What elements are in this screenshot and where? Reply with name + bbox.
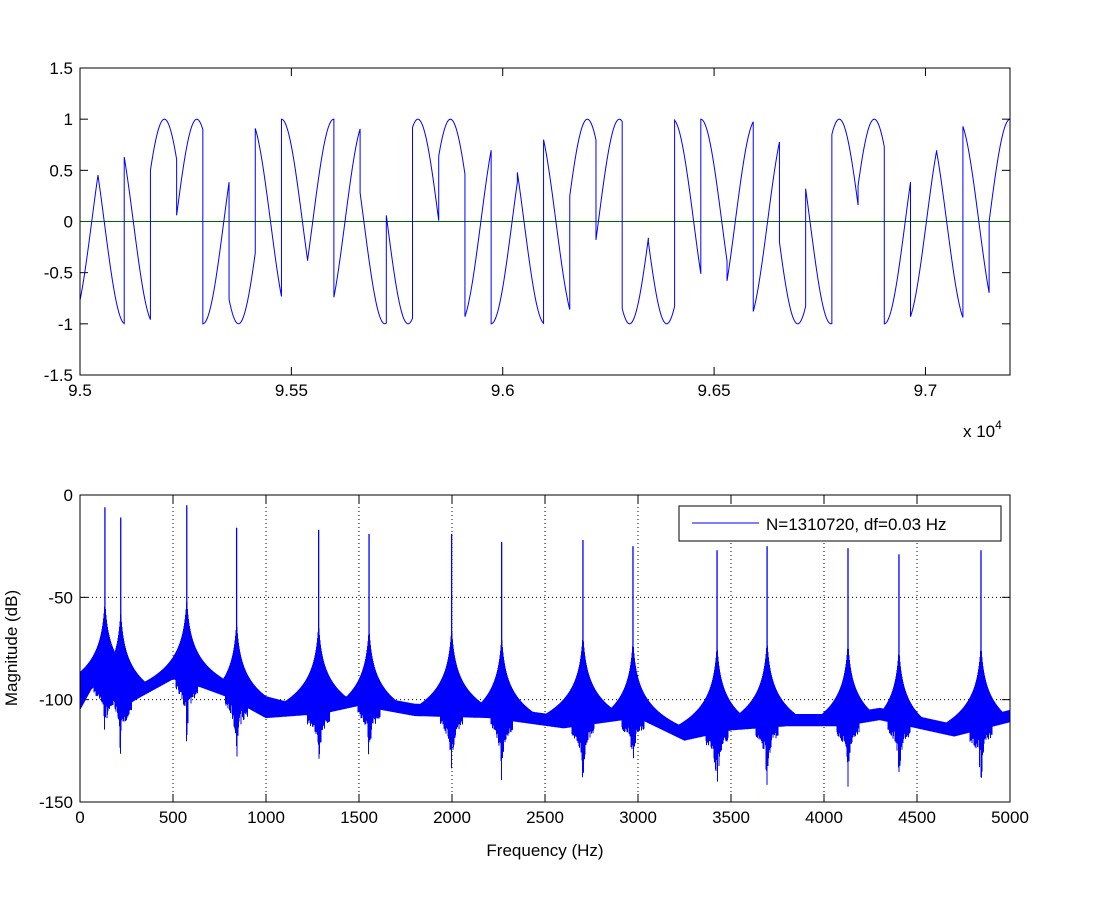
x-tick-label: 0 <box>75 808 84 827</box>
y-tick-label: 0.5 <box>49 161 73 180</box>
legend: N=1310720, df=0.03 Hz <box>678 505 1002 542</box>
y-tick-label: -0.5 <box>44 264 73 283</box>
x-tick-label: 5000 <box>991 808 1029 827</box>
y-tick-label: -1.5 <box>44 366 73 385</box>
time-domain-axes: 9.5 9.55 9.6 9.65 9.7 1.5 1 0.5 0 -0.5 -1 -1.5 x 104 <box>44 59 1011 441</box>
x-tick-label: 4500 <box>898 808 936 827</box>
x-multiplier-exponent: 4 <box>995 418 1002 432</box>
y-tick-label: -1 <box>58 315 73 334</box>
x-tick-label: 500 <box>159 808 187 827</box>
y-tick-label: 1.5 <box>49 59 73 78</box>
x-axis-label: Frequency (Hz) <box>486 841 603 860</box>
legend-label: N=1310720, df=0.03 Hz <box>766 515 947 534</box>
x-multiplier-label: x 104 <box>963 418 1002 441</box>
x-tick-label: 9.7 <box>914 381 938 400</box>
x-tick-label: 1000 <box>247 808 285 827</box>
y-tick-label: 0 <box>64 486 73 505</box>
x-tick-label: 9.65 <box>698 381 731 400</box>
y-tick-label: 0 <box>64 213 73 232</box>
axes-box <box>79 494 1011 803</box>
x-tick-label: 3000 <box>619 808 657 827</box>
x-tick-label: 1500 <box>340 808 378 827</box>
x-tick-label: 9.6 <box>491 381 515 400</box>
x-tick-label: 9.55 <box>275 381 308 400</box>
x-tick-label: 4000 <box>805 808 843 827</box>
y-tick-label: -50 <box>48 588 73 607</box>
x-tick-label: 9.5 <box>68 381 92 400</box>
x-tick-label: 3500 <box>712 808 750 827</box>
y-tick-label: -100 <box>39 691 73 710</box>
y-tick-label: 1 <box>64 110 73 129</box>
y-tick-label: -150 <box>39 793 73 812</box>
y-axis-label: Magnitude (dB) <box>2 590 21 706</box>
spectrum-axes: 0 500 1000 1500 2000 2500 3000 3500 4000 4500 5000… <box>2 486 1029 860</box>
x-tick-label: 2000 <box>433 808 471 827</box>
signal-trace <box>80 118 1010 325</box>
x-multiplier-base: x 10 <box>963 422 995 441</box>
x-tick-label: 2500 <box>526 808 564 827</box>
axes-box <box>79 67 1011 376</box>
